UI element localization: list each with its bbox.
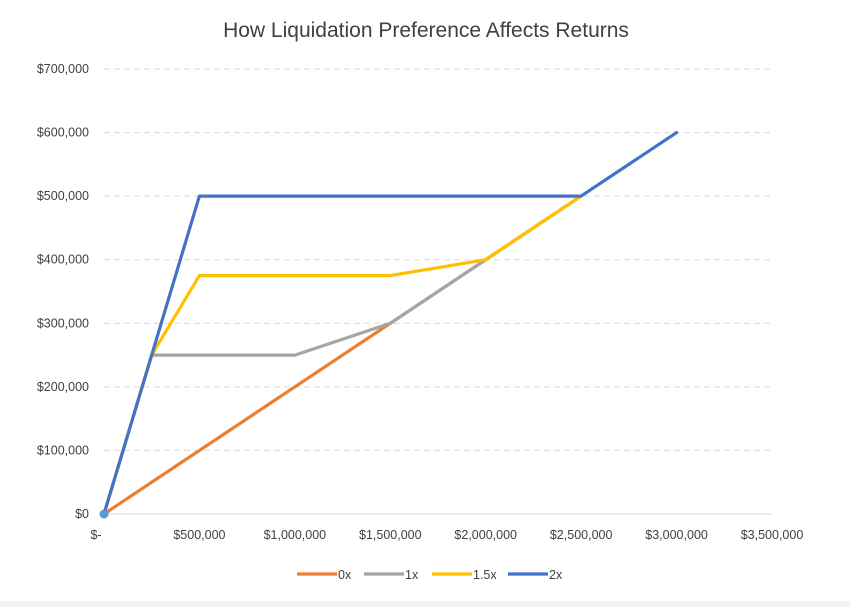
x-tick-label: $3,000,000 <box>645 528 708 542</box>
series-line-2x <box>102 131 679 516</box>
y-tick-label: $700,000 <box>37 62 89 76</box>
legend-label-1.5x: 1.5x <box>473 568 497 582</box>
y-tick-label: $400,000 <box>37 253 89 267</box>
y-tick-label: $200,000 <box>37 380 89 394</box>
x-axis: $- $500,000 $1,000,000 $1,500,000 $2,000,000… <box>90 528 803 542</box>
y-tick-label: $0 <box>75 507 89 521</box>
x-tick-label: $500,000 <box>173 528 225 542</box>
series-lines <box>99 131 679 519</box>
y-tick-label: $300,000 <box>37 316 89 330</box>
chart-title: How Liquidation Preference Affects Retur… <box>223 19 629 42</box>
legend-label-1x: 1x <box>405 568 419 582</box>
x-tick-label: $- <box>90 528 101 542</box>
bottom-border <box>0 601 850 607</box>
y-tick-label: $600,000 <box>37 126 89 140</box>
legend-label-2x: 2x <box>549 568 563 582</box>
y-tick-label: $500,000 <box>37 189 89 203</box>
origin-marker <box>99 509 109 519</box>
x-tick-label: $1,000,000 <box>264 528 327 542</box>
x-tick-label: $2,500,000 <box>550 528 613 542</box>
x-tick-label: $1,500,000 <box>359 528 422 542</box>
legend-label-0x: 0x <box>338 568 352 582</box>
legend: 0x 1x 1.5x 2x <box>297 568 563 582</box>
y-tick-label: $100,000 <box>37 443 89 457</box>
x-tick-label: $3,500,000 <box>741 528 804 542</box>
x-tick-label: $2,000,000 <box>454 528 517 542</box>
y-axis: $0 $100,000 $200,000 $300,000 $400,000 $500,0… <box>37 62 89 521</box>
